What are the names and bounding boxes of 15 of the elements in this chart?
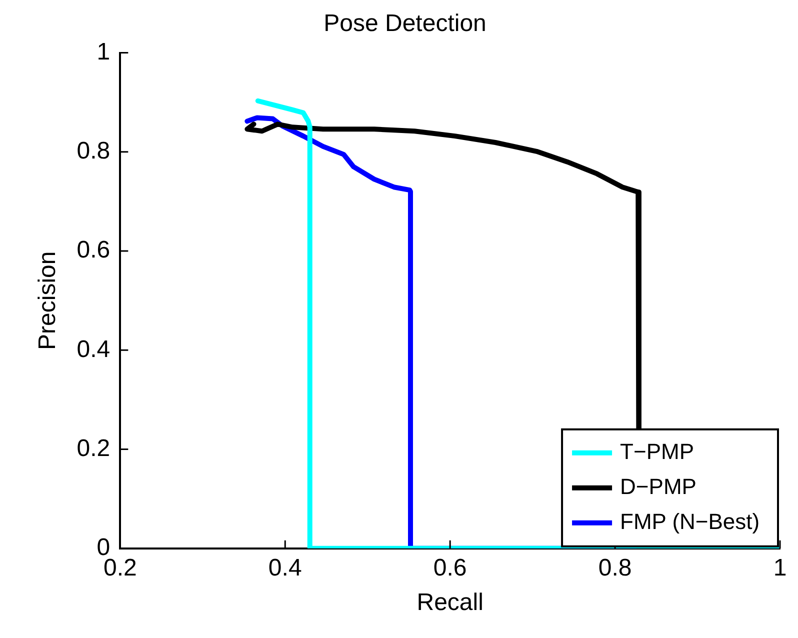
y-axis-title: Precision	[34, 251, 62, 350]
legend-label: FMP (N−Best)	[620, 508, 760, 534]
x-axis-title: Recall	[416, 589, 484, 616]
y-tick-label: 0.6	[76, 236, 110, 264]
x-tick-label: 0.6	[433, 554, 467, 582]
y-tick-label: 0.2	[76, 434, 110, 462]
legend-label: T−PMP	[620, 438, 694, 464]
y-tick-label: 0.4	[76, 336, 110, 363]
y-tick-label: 1	[96, 38, 110, 66]
x-tick-label: 0.8	[598, 554, 632, 582]
y-tick-label: 0.8	[76, 138, 110, 165]
x-tick-label: 0.4	[268, 554, 302, 582]
chart-title: Pose Detection	[324, 10, 486, 38]
x-tick-label: 1	[773, 554, 787, 582]
legend-label: D−PMP	[620, 474, 696, 499]
